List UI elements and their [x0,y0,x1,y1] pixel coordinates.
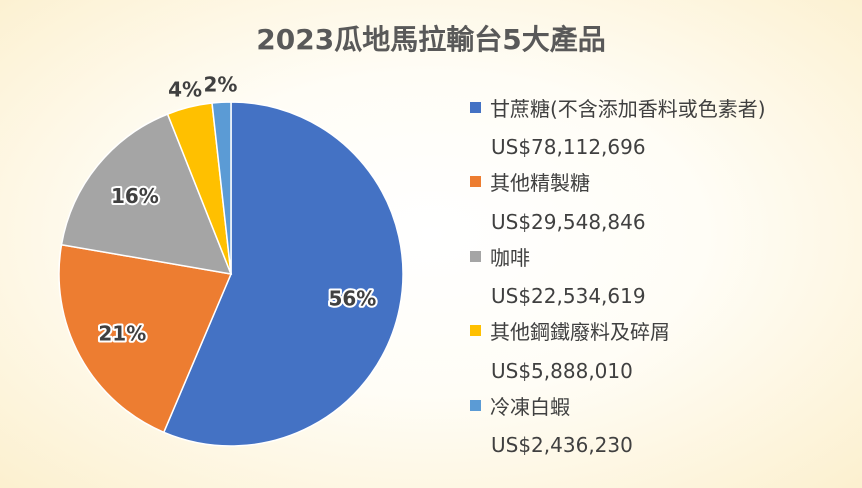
legend-value: US$29,548,846 [491,209,646,234]
legend-row: 甘蔗糖(不含添加香料或色素者) [470,92,855,122]
legend-value: US$2,436,230 [491,433,633,457]
pie-slice-1 [162,101,404,447]
legend-label: 冷凍白蝦 [490,394,570,419]
data-label-1: 56% [328,287,376,311]
data-label-4: 4% [168,78,202,102]
legend-row: 其他精製糖 [470,167,855,197]
pie-slice-3 [60,113,233,275]
legend-entry-2: 其他精製糖 US$29,548,846 [470,167,855,242]
legend: 甘蔗糖(不含添加香料或色素者) US$78,112,696 其他精製糖 US$29,5… [470,92,855,465]
legend-value: US$5,888,010 [491,358,633,383]
legend-entry-1: 甘蔗糖(不含添加香料或色素者) US$78,112,696 [470,92,855,167]
legend-value: US$22,534,619 [491,284,646,308]
legend-entry-3: 咖啡 US$22,534,619 [470,241,855,316]
data-label-5: 2% [204,72,238,96]
legend-swatch [470,399,481,411]
legend-value: US$78,112,696 [491,135,646,159]
pie-slice-5 [211,101,232,275]
legend-label: 咖啡 [490,245,530,270]
legend-entry-4: 其他鋼鐵廢料及碎屑 US$5,888,010 [470,316,855,391]
legend-label: 其他精製糖 [490,171,590,195]
legend-row: 其他鋼鐵廢料及碎屑 [470,316,855,346]
legend-swatch [470,101,481,113]
pie-slice-2 [58,243,233,434]
data-label-3: 16% [111,184,159,208]
legend-label: 甘蔗糖(不含添加香料或色素者) [490,96,766,121]
legend-entry-5: 冷凍白蝦 US$2,436,230 [470,390,855,465]
legend-row: 咖啡 [470,241,855,271]
legend-row: 冷凍白蝦 [470,390,855,420]
legend-swatch [470,250,481,262]
legend-swatch [470,325,481,336]
legend-label: 其他鋼鐵廢料及碎屑 [490,320,670,344]
data-label-2: 21% [98,321,146,345]
legend-swatch [470,176,481,187]
chart-title: 2023瓜地馬拉輸台5大產品 [256,23,606,56]
